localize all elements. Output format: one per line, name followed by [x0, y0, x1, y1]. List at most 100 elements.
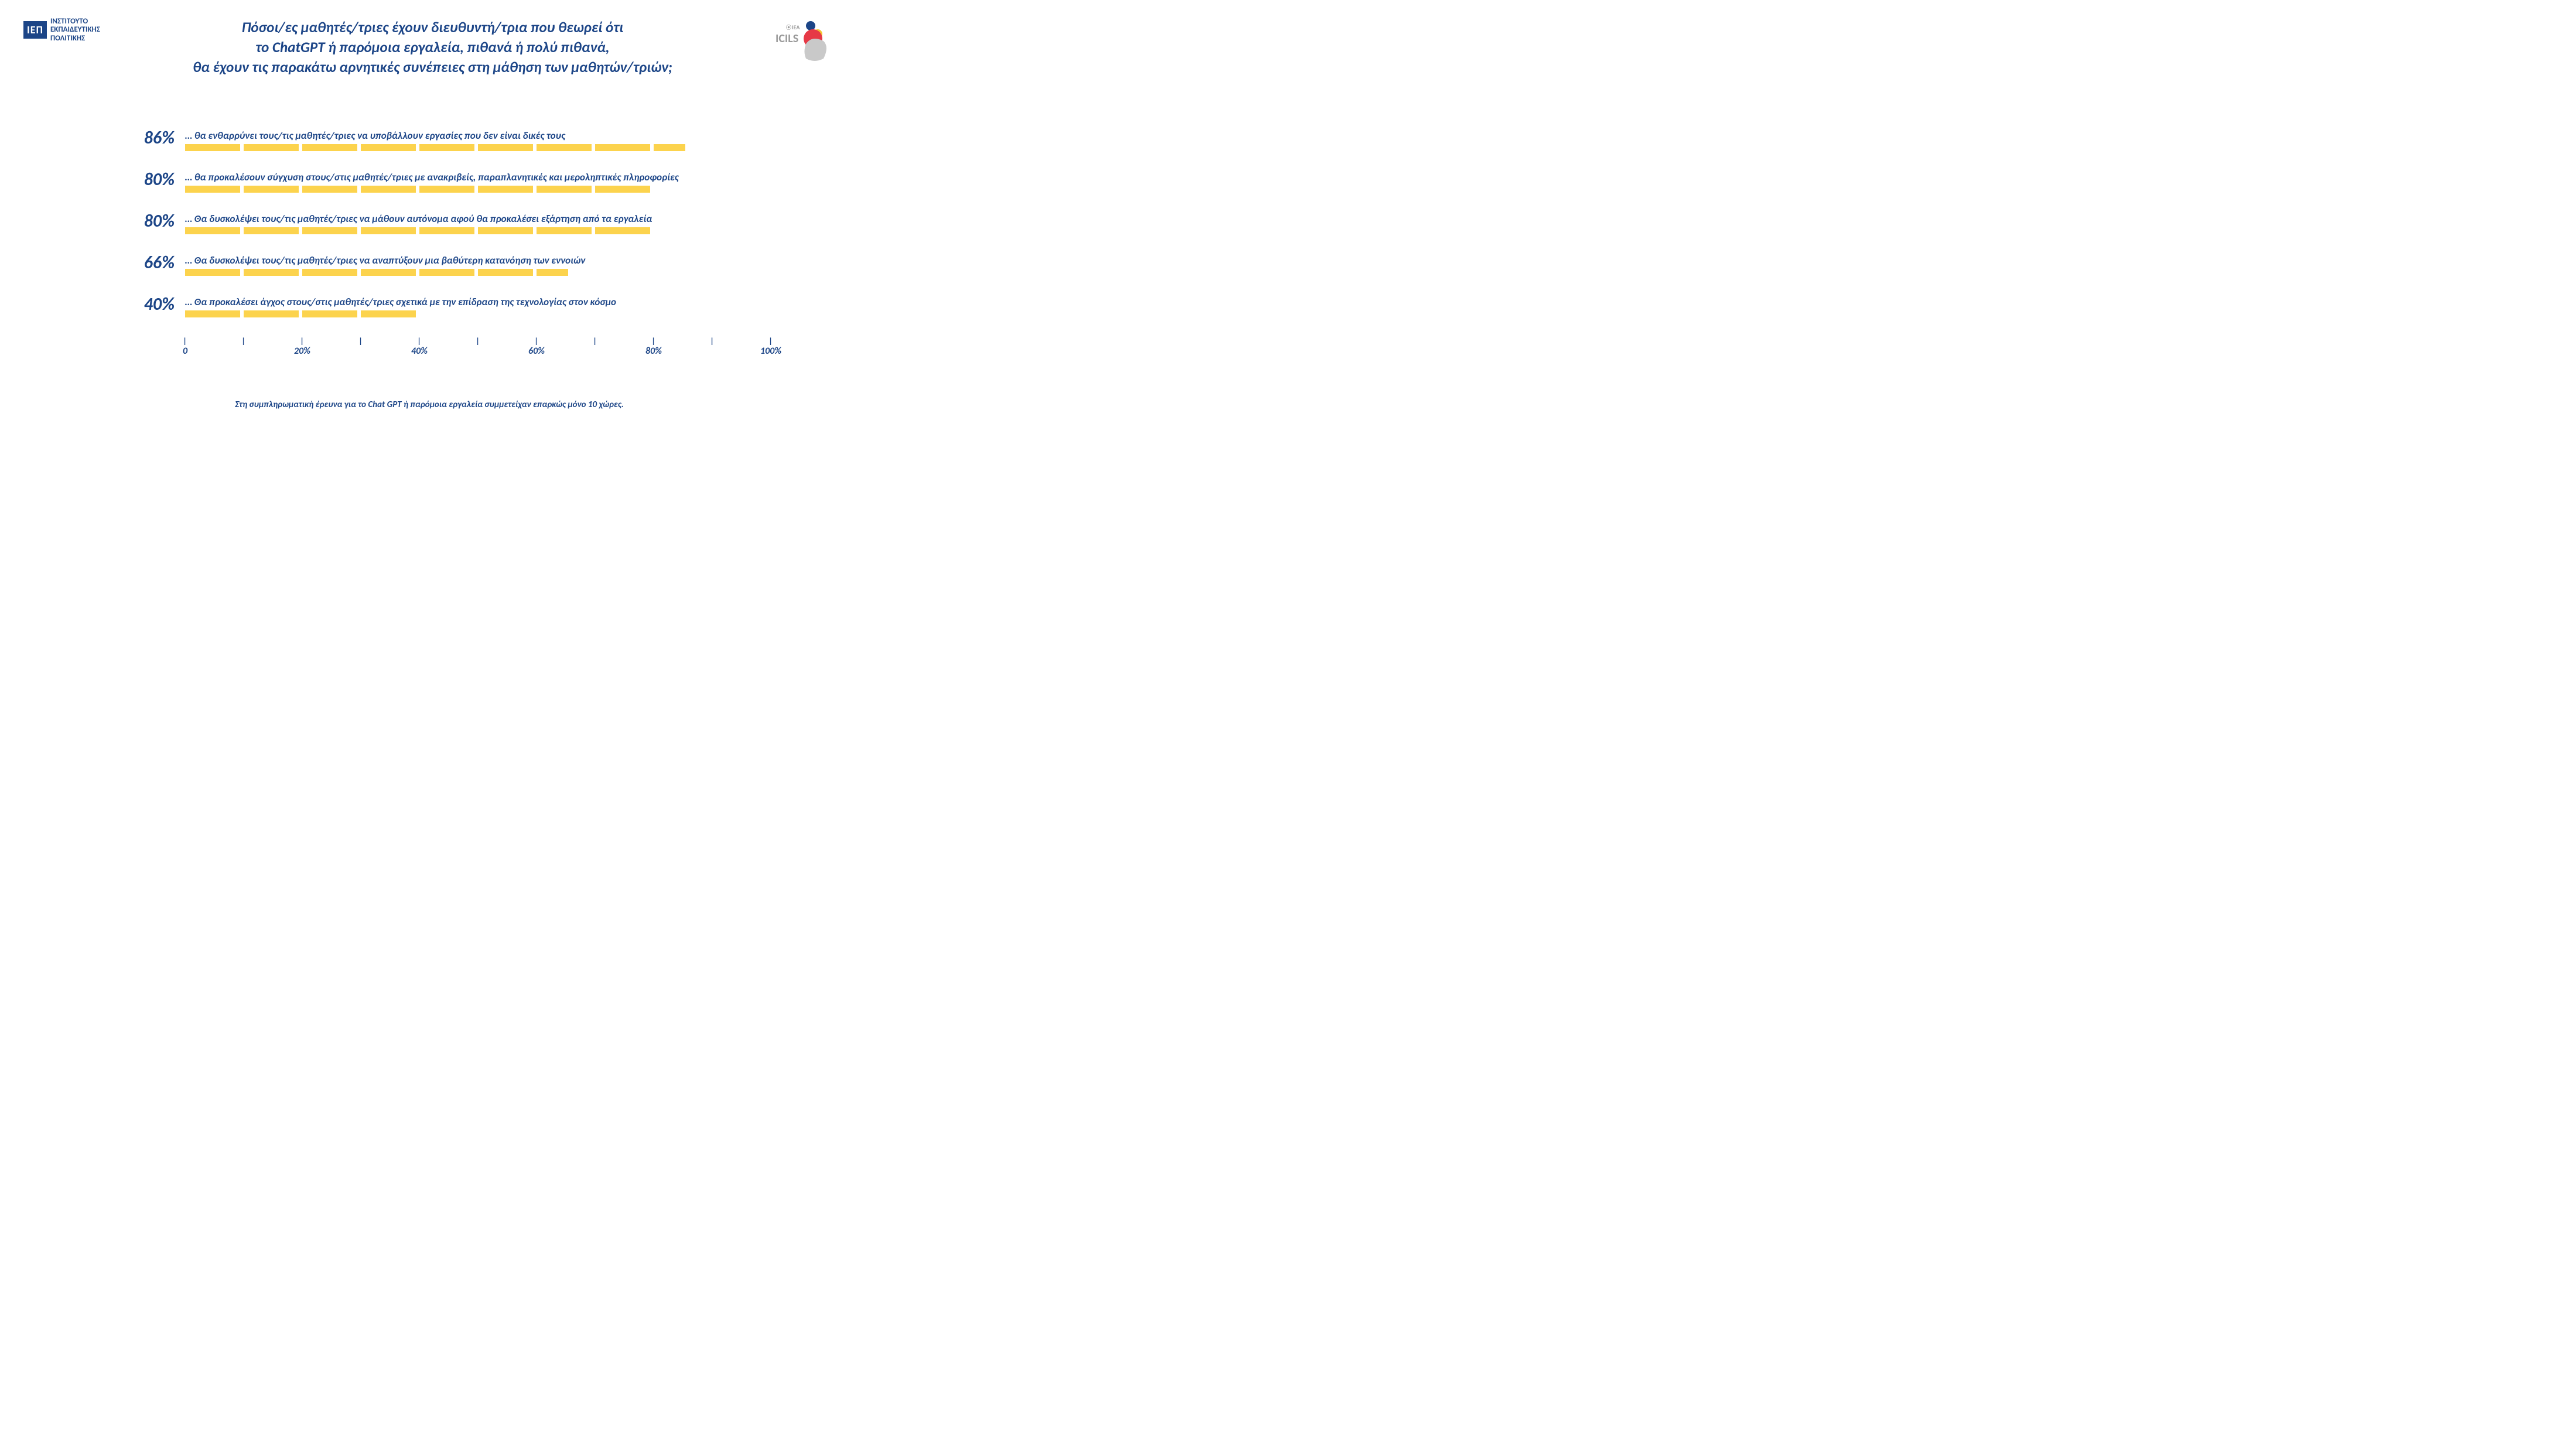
bar-segment	[595, 227, 650, 234]
axis-tick-mark: |	[411, 337, 428, 346]
bar-segment	[537, 186, 592, 193]
axis-tick-mark: |	[645, 337, 662, 346]
bar-segment	[361, 310, 416, 317]
axis-tick-mark: |	[593, 337, 597, 346]
bar-track	[185, 269, 771, 276]
row-percent: 86%	[123, 129, 175, 147]
bar-segment	[302, 144, 357, 151]
bar-segment	[185, 310, 240, 317]
axis-tick-mark: |	[528, 337, 545, 346]
axis-tick-label: 40%	[411, 346, 428, 357]
bar-segment	[537, 227, 592, 234]
row-percent: 40%	[123, 296, 175, 313]
title-line-3: θα έχουν τις παρακάτω αρνητικές συνέπειε…	[124, 57, 742, 77]
title-line-1: Πόσοι/ες μαθητές/τριες έχουν διευθυντή/τ…	[124, 18, 742, 37]
bar-segment	[185, 186, 240, 193]
bar-segment	[478, 144, 533, 151]
bar-segment	[419, 227, 474, 234]
axis-tick: |40%	[411, 337, 428, 357]
row-label: … θα προκαλέσουν σύγχυση στους/στις μαθη…	[185, 171, 835, 183]
axis-tick-mark: |	[359, 337, 363, 346]
bar-chart: 86% … θα ενθαρρύνει τους/τις μαθητές/τριε…	[23, 129, 835, 364]
row-body: … Θα δυσκολέψει τους/τις μαθητές/τριες ν…	[185, 213, 835, 234]
bar-segment	[185, 227, 240, 234]
logo-icils: ⦿ IEA ICILS	[765, 18, 835, 64]
svg-text:⦿: ⦿	[786, 24, 791, 31]
x-axis: |0||20%||40%||60%||80%||100%	[185, 337, 771, 364]
row-body: … θα προκαλέσουν σύγχυση στους/στις μαθη…	[185, 171, 835, 193]
icils-icon: ⦿ IEA ICILS	[765, 18, 835, 64]
chart-row: 80% … θα προκαλέσουν σύγχυση στους/στις μ…	[123, 171, 835, 193]
logo-iep-line2: ΕΚΠΑΙΔΕΥΤΙΚΗΣ	[50, 26, 100, 34]
row-body: … θα ενθαρρύνει τους/τις μαθητές/τριες ν…	[185, 129, 835, 151]
bar-segment	[185, 269, 240, 276]
bar-segment	[595, 144, 650, 151]
axis-tick: |100%	[760, 337, 781, 357]
title-line-2: το ChatGPT ή παρόμοια εργαλεία, πιθανά ή…	[124, 37, 742, 57]
chart-row: 86% … θα ενθαρρύνει τους/τις μαθητές/τριε…	[123, 129, 835, 151]
bar-segment	[302, 310, 357, 317]
bar-segment	[244, 186, 299, 193]
bar-track	[185, 227, 771, 234]
axis-tick: |80%	[645, 337, 662, 357]
bar-segment	[419, 269, 474, 276]
axis-tick: |60%	[528, 337, 545, 357]
chart-row: 66% … Θα δυσκολέψει τους/τις μαθητές/τριε…	[123, 254, 835, 276]
row-label: … θα ενθαρρύνει τους/τις μαθητές/τριες ν…	[185, 129, 835, 142]
row-label: … Θα δυσκολέψει τους/τις μαθητές/τριες ν…	[185, 254, 835, 266]
footnote: Στη συμπληρωματική έρευνα για το Chat GP…	[23, 399, 835, 410]
page-title: Πόσοι/ες μαθητές/τριες έχουν διευθυντή/τ…	[112, 18, 753, 77]
axis-tick-mark: |	[710, 337, 715, 346]
axis-tick: |	[476, 337, 480, 346]
axis-tick-label: 100%	[760, 346, 781, 357]
logo-iep-line3: ΠΟΛΙΤΙΚΗΣ	[50, 35, 100, 43]
row-percent: 80%	[123, 213, 175, 230]
axis-tick-mark: |	[183, 337, 187, 346]
axis-tick-mark: |	[242, 337, 246, 346]
logo-iep-text: ΙΝΣΤΙΤΟΥΤΟ ΕΚΠΑΙΔΕΥΤΙΚΗΣ ΠΟΛΙΤΙΚΗΣ	[50, 18, 100, 43]
axis-tick: |20%	[294, 337, 310, 357]
row-label: … Θα προκαλέσει άγχος στους/στις μαθητές…	[185, 296, 835, 308]
axis-tick-mark: |	[476, 337, 480, 346]
bar-segment	[244, 269, 299, 276]
bar-segment	[537, 269, 568, 276]
chart-row: 40% … Θα προκαλέσει άγχος στους/στις μαθη…	[123, 296, 835, 317]
logo-iep-line1: ΙΝΣΤΙΤΟΥΤΟ	[50, 18, 100, 26]
axis-tick-label: 80%	[645, 346, 662, 357]
bar-segment	[478, 269, 533, 276]
bar-segment	[478, 227, 533, 234]
row-percent: 80%	[123, 171, 175, 189]
axis-tick: |	[710, 337, 715, 346]
logo-iep-box: ΙΕΠ	[23, 21, 47, 39]
bar-segment	[302, 186, 357, 193]
bar-track	[185, 144, 771, 151]
axis-tick: |0	[183, 337, 187, 357]
axis-tick: |	[242, 337, 246, 346]
bar-track	[185, 310, 771, 317]
bar-segment	[244, 144, 299, 151]
bar-segment	[654, 144, 685, 151]
bar-segment	[419, 144, 474, 151]
svg-text:ICILS: ICILS	[775, 32, 798, 46]
bar-segment	[361, 144, 416, 151]
bar-segment	[361, 269, 416, 276]
chart-rows: 86% … θα ενθαρρύνει τους/τις μαθητές/τριε…	[123, 129, 835, 317]
bar-segment	[302, 269, 357, 276]
row-body: … Θα δυσκολέψει τους/τις μαθητές/τριες ν…	[185, 254, 835, 276]
logo-iep: ΙΕΠ ΙΝΣΤΙΤΟΥΤΟ ΕΚΠΑΙΔΕΥΤΙΚΗΣ ΠΟΛΙΤΙΚΗΣ	[23, 18, 100, 43]
bar-segment	[595, 186, 650, 193]
bar-segment	[361, 227, 416, 234]
axis-tick: |	[359, 337, 363, 346]
bar-segment	[537, 144, 592, 151]
bar-track	[185, 186, 771, 193]
axis-tick-mark: |	[294, 337, 310, 346]
bar-segment	[244, 227, 299, 234]
bar-segment	[302, 227, 357, 234]
row-label: … Θα δυσκολέψει τους/τις μαθητές/τριες ν…	[185, 213, 835, 225]
chart-row: 80% … Θα δυσκολέψει τους/τις μαθητές/τριε…	[123, 213, 835, 234]
svg-text:IEA: IEA	[792, 23, 800, 31]
axis-tick-label: 0	[183, 346, 187, 357]
row-percent: 66%	[123, 254, 175, 272]
bar-segment	[478, 186, 533, 193]
bar-segment	[185, 144, 240, 151]
